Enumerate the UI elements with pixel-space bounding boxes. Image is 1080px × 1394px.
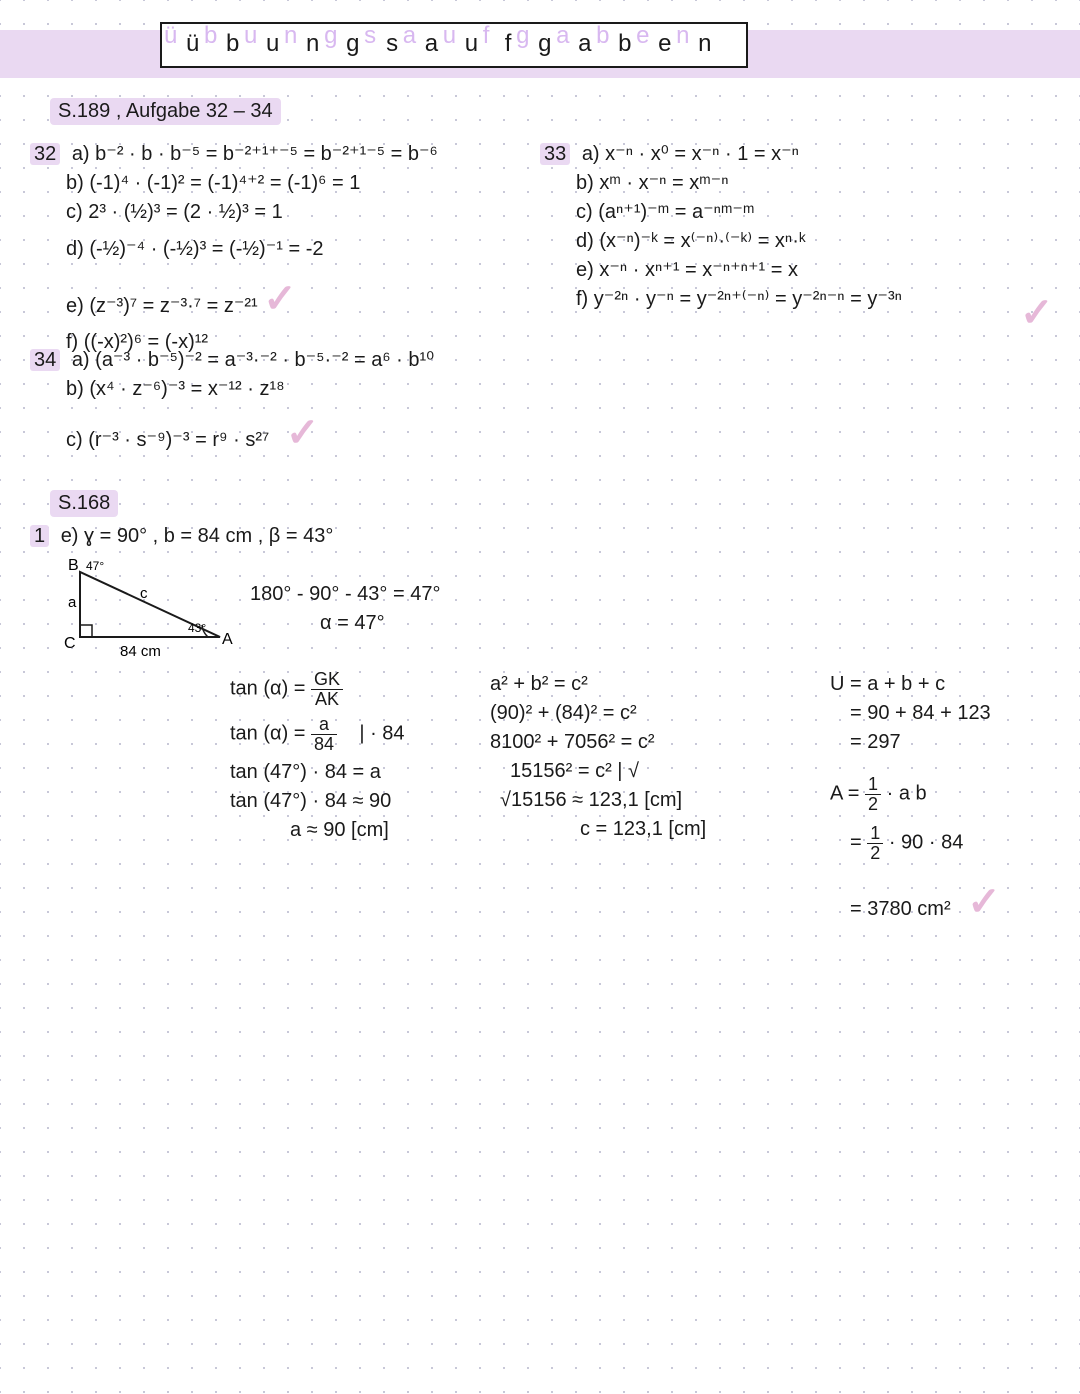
ref-text-2: S.168 (50, 490, 118, 517)
svg-text:a: a (68, 594, 77, 611)
ex33-e: e) x⁻ⁿ · xⁿ⁺¹ = x⁻ⁿ⁺ⁿ⁺¹ = x (540, 256, 902, 285)
pyth5: √15156 ≈ 123,1 [cm] (490, 786, 706, 815)
A1-rhs: · a b (887, 783, 927, 805)
ex34-c: c) (r⁻³ · s⁻⁹)⁻³ = r⁹ · s²⁷ (66, 429, 269, 451)
exercise-32: 32 a) b⁻² · b · b⁻⁵ = b⁻²⁺¹⁺⁻⁵ = b⁻²⁺¹⁻⁵… (30, 140, 438, 357)
svg-text:84 cm: 84 cm (120, 643, 161, 660)
vertex-C: C (64, 635, 76, 652)
pyth2: (90)² + (84)² = c² (490, 699, 706, 728)
tan-column: tan (α) = GKAK tan (α) = a84 | · 84 tan … (230, 670, 405, 845)
title-box: ü b u n g s a u f g a b e n ü b u n g s … (160, 22, 748, 68)
tan1-lhs: tan (α) = (230, 678, 305, 700)
check-icon: ✓ (1020, 290, 1054, 336)
ex32-d: d) (-½)⁻⁴ · (-½)³ = (-½)⁻¹ = -2 (30, 235, 438, 264)
svg-text:c: c (140, 585, 148, 602)
U1: U = a + b + c (830, 670, 1001, 699)
ex1e-given: e) ɣ = 90° , b = 84 cm , β = 43° (61, 525, 334, 547)
tan5: a ≈ 90 [cm] (230, 816, 405, 845)
triangle-svg: B 47° C A 43° a c 84 cm (60, 552, 240, 662)
ex1-num: 1 (30, 525, 49, 547)
exercise-34: 34 a) (a⁻³ · b⁻⁵)⁻² = a⁻³·⁻² · b⁻⁵·⁻² = … (30, 346, 434, 462)
ex33-f: f) y⁻²ⁿ · y⁻ⁿ = y⁻²ⁿ⁺⁽⁻ⁿ⁾ = y⁻²ⁿ⁻ⁿ = y⁻³… (576, 288, 902, 310)
vertex-B: B (68, 557, 79, 574)
triangle-sketch: B 47° C A 43° a c 84 cm (60, 552, 240, 662)
ex33-d: d) (x⁻ⁿ)⁻ᵏ = x⁽⁻ⁿ⁾·⁽⁻ᵏ⁾ = xⁿ·ᵏ (540, 227, 902, 256)
check-icon: ✓ (286, 404, 320, 462)
section-ref-2: S.168 (50, 490, 118, 517)
A1-lhs: A = (830, 783, 859, 805)
ex32-c: c) 2³ · (½)³ = (2 · ½)³ = 1 (30, 198, 438, 227)
ref-text: S.189 , Aufgabe 32 – 34 (50, 98, 281, 125)
ex32-num: 32 (30, 143, 60, 165)
tan2-note: | · 84 (359, 722, 404, 744)
exercise-33: 33 a) x⁻ⁿ · x⁰ = x⁻ⁿ · 1 = x⁻ⁿ b) xᵐ · x… (540, 140, 902, 314)
perimeter-area-column: U = a + b + c = 90 + 84 + 123 = 297 A = … (830, 670, 1001, 931)
tan4: tan (47°) · 84 ≈ 90 (230, 787, 405, 816)
pyth4: 15156² = c² | √ (490, 757, 706, 786)
page-title: ü b u n g s a u f g a b e n (186, 30, 722, 57)
ex32-a: a) b⁻² · b · b⁻⁵ = b⁻²⁺¹⁺⁻⁵ = b⁻²⁺¹⁻⁵ = … (72, 143, 438, 165)
angle-calc: 180° - 90° - 43° = 47° α = 47° (250, 580, 440, 638)
ex33-c: c) (aⁿ⁺¹)⁻ᵐ = a⁻ⁿᵐ⁻ᵐ (540, 198, 902, 227)
ex34-a: a) (a⁻³ · b⁻⁵)⁻² = a⁻³·⁻² · b⁻⁵·⁻² = a⁶ … (72, 349, 434, 371)
check-icon: ✓ (263, 270, 297, 328)
svg-text:43°: 43° (188, 621, 206, 635)
angles1: 180° - 90° - 43° = 47° (250, 580, 440, 609)
A2-lhs: = (850, 831, 862, 853)
pyth3: 8100² + 7056² = c² (490, 728, 706, 757)
A3: = 3780 cm² (850, 898, 951, 920)
pyth1: a² + b² = c² (490, 670, 706, 699)
exercise-1e: 1 e) ɣ = 90° , b = 84 cm , β = 43° (30, 522, 333, 551)
ex32-e: e) (z⁻³)⁷ = z⁻³·⁷ = z⁻²¹ (66, 295, 258, 317)
ex34-b: b) (x⁴ · z⁻⁶)⁻³ = x⁻¹² · z¹⁸ (30, 375, 434, 404)
ex33-a: a) x⁻ⁿ · x⁰ = x⁻ⁿ · 1 = x⁻ⁿ (582, 143, 799, 165)
angles2: α = 47° (250, 609, 440, 638)
section-ref-1: S.189 , Aufgabe 32 – 34 (50, 98, 281, 125)
ex34-num: 34 (30, 349, 60, 371)
ex33-b: b) xᵐ · x⁻ⁿ = xᵐ⁻ⁿ (540, 169, 902, 198)
tan3: tan (47°) · 84 = a (230, 758, 405, 787)
ex32-b: b) (-1)⁴ · (-1)² = (-1)⁴⁺² = (-1)⁶ = 1 (30, 169, 438, 198)
U3: = 297 (830, 728, 1001, 757)
pyth6: c = 123,1 [cm] (490, 815, 706, 844)
A2-rhs: · 90 · 84 (889, 831, 963, 853)
tan2-lhs: tan (α) = (230, 722, 305, 744)
svg-text:47°: 47° (86, 559, 104, 573)
pyth-column: a² + b² = c² (90)² + (84)² = c² 8100² + … (490, 670, 706, 844)
ex33-num: 33 (540, 143, 570, 165)
vertex-A: A (222, 631, 233, 648)
check-icon: ✓ (967, 873, 1001, 931)
U2: = 90 + 84 + 123 (830, 699, 1001, 728)
